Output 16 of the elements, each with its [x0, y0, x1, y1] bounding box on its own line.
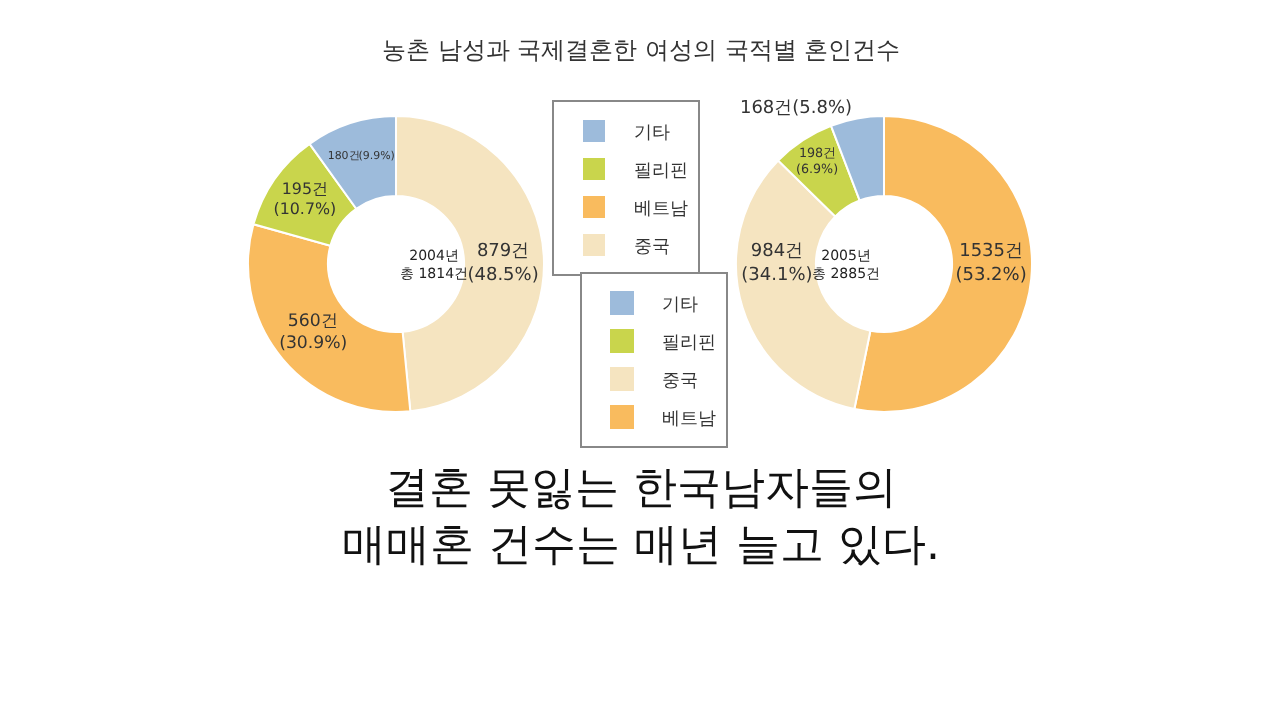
legend-label: 기타 [634, 124, 670, 145]
legend-label: 기타 [662, 296, 698, 317]
chart-title: 농촌 남성과 국제결혼한 여성의 국적별 혼인건수 [382, 36, 901, 64]
legend-label: 필리핀 [662, 334, 716, 355]
legend-label: 베트남 [634, 200, 688, 221]
legend-label: 중국 [634, 238, 670, 259]
data-label: 1535건 (53.2%) [955, 242, 1027, 286]
data-label: 984건 (34.1%) [741, 242, 813, 286]
legend-label: 중국 [662, 372, 698, 393]
data-label: 560건 (30.9%) [279, 312, 348, 355]
data-label: 879건 (48.5%) [467, 242, 539, 286]
legend-label: 필리핀 [634, 162, 688, 183]
legend-label: 베트남 [662, 410, 716, 431]
data-label: 195건 (10.7%) [273, 179, 337, 219]
text: 결혼 못잃는 한국남자들의 매매혼 건수는 매년 늘고 있다. [342, 464, 940, 572]
data-label: 168건(5.8%) [739, 98, 853, 119]
